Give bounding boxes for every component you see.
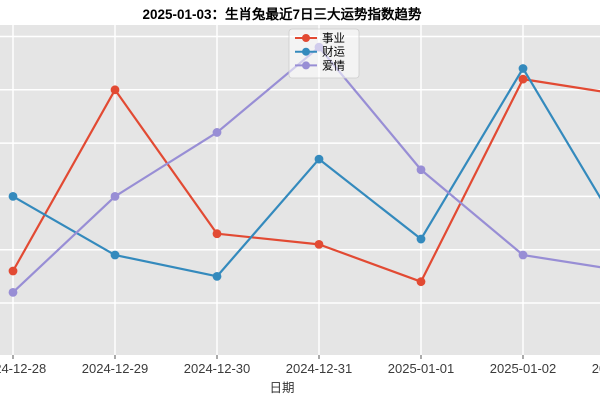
legend-label-爱情: 爱情 <box>322 59 345 72</box>
data-point-事业 <box>212 229 222 239</box>
data-point-爱情 <box>8 287 18 297</box>
data-point-爱情 <box>110 192 120 201</box>
x-tick-label: 2024-12-31 <box>286 361 353 376</box>
legend-marker-财运 <box>302 47 310 56</box>
data-point-财运 <box>518 64 528 73</box>
x-tick-label: 2025-01-03 <box>592 361 600 376</box>
data-point-财运 <box>110 250 120 260</box>
x-tick-label: 2025-01-02 <box>490 361 557 376</box>
data-point-财运 <box>314 154 324 164</box>
data-point-事业 <box>110 85 120 95</box>
data-point-爱情 <box>212 128 222 137</box>
data-point-事业 <box>8 266 18 276</box>
x-tick-label: 2025-01-01 <box>388 361 455 376</box>
data-point-财运 <box>8 192 18 201</box>
x-tick-label: 2024-12-30 <box>184 361 251 376</box>
x-tick-label: 2024-12-29 <box>82 361 149 376</box>
legend-marker-爱情 <box>302 61 310 70</box>
legend-marker-事业 <box>302 34 310 42</box>
plot-area <box>0 25 600 355</box>
x-tick-label: 2024-12-28 <box>0 361 46 376</box>
legend-label-财运: 财运 <box>322 45 345 59</box>
data-point-爱情 <box>416 165 426 175</box>
data-point-财运 <box>416 234 426 244</box>
data-point-爱情 <box>518 250 528 260</box>
legend-label-事业: 事业 <box>322 32 345 45</box>
x-axis-label: 日期 <box>269 381 295 395</box>
data-point-事业 <box>416 277 426 287</box>
data-point-财运 <box>212 271 222 281</box>
data-point-事业 <box>518 74 528 84</box>
chart-title: 2025-01-03：生肖兔最近7日三大运势指数趋势 <box>142 7 422 22</box>
data-point-事业 <box>314 239 324 249</box>
